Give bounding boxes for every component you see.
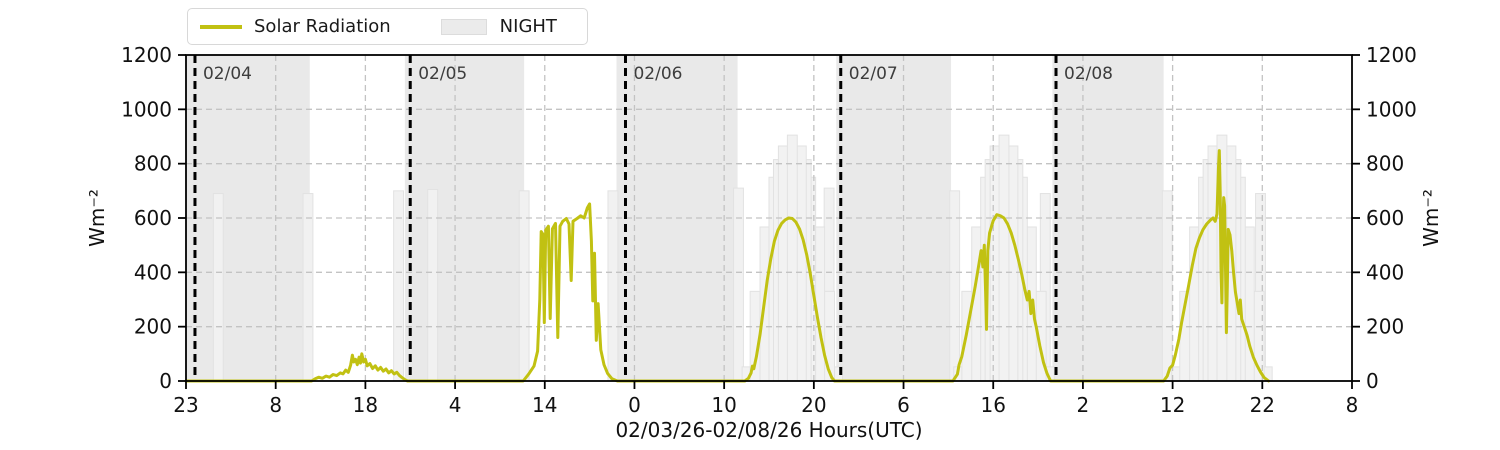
y-tick-label-left: 200 <box>134 315 172 339</box>
x-tick-label: 6 <box>897 393 910 417</box>
clear-sky-marker-bar <box>393 190 405 382</box>
x-tick-label: 2 <box>1077 393 1090 417</box>
legend: Solar Radiation NIGHT <box>187 8 588 45</box>
clear-sky-marker-bar <box>607 190 619 382</box>
y-axis-label-left: Wm⁻² <box>85 189 109 247</box>
x-tick-label: 8 <box>1346 393 1359 417</box>
x-tick-label: 12 <box>1160 393 1185 417</box>
y-tick-label-right: 400 <box>1366 260 1404 284</box>
clear-sky-marker-bar <box>733 187 744 382</box>
day-boundary-label: 02/06 <box>633 64 682 84</box>
day-boundary-label: 02/05 <box>418 64 467 84</box>
y-tick-label-right: 200 <box>1366 315 1404 339</box>
y-tick-label-right: 1000 <box>1366 97 1417 121</box>
x-tick-label: 4 <box>449 393 462 417</box>
y-tick-label-left: 600 <box>134 206 172 230</box>
clear-sky-marker-bar <box>302 193 314 382</box>
solar-radiation-line <box>184 149 1271 383</box>
clear-sky-marker-bar <box>1161 190 1173 382</box>
day-boundary-label: 02/08 <box>1064 64 1113 84</box>
x-axis-label: 02/03/26-02/08/26 Hours(UTC) <box>615 418 923 442</box>
night-band <box>404 55 525 381</box>
y-tick-label-left: 1000 <box>121 97 172 121</box>
clear-sky-marker-bar <box>518 190 530 382</box>
clear-sky-steps <box>786 134 798 382</box>
y-tick-label-left: 0 <box>159 369 172 393</box>
y-tick-label-right: 1200 <box>1366 43 1417 67</box>
x-tick-label: 23 <box>173 393 198 417</box>
day-boundary-label: 02/04 <box>203 64 252 84</box>
x-tick-label: 10 <box>711 393 736 417</box>
x-tick-label: 16 <box>981 393 1006 417</box>
y-tick-label-right: 0 <box>1366 369 1379 393</box>
x-tick-label: 18 <box>353 393 378 417</box>
y-tick-label-right: 800 <box>1366 152 1404 176</box>
y-axis-label-right: Wm⁻² <box>1419 189 1443 247</box>
clear-sky-marker-bar <box>949 190 961 382</box>
y-tick-label-right: 600 <box>1366 206 1404 230</box>
x-tick-label: 14 <box>532 393 557 417</box>
clear-sky-steps <box>998 134 1010 382</box>
night-band <box>836 55 952 381</box>
x-tick-label: 22 <box>1250 393 1275 417</box>
legend-label-solar-radiation: Solar Radiation <box>254 16 391 37</box>
clear-sky-marker-bar <box>212 193 224 382</box>
x-tick-label: 0 <box>628 393 641 417</box>
x-tick-label: 8 <box>269 393 282 417</box>
x-tick-label: 20 <box>801 393 826 417</box>
day-boundary-label: 02/07 <box>849 64 898 84</box>
y-tick-label-left: 400 <box>134 260 172 284</box>
y-tick-label-left: 800 <box>134 152 172 176</box>
solar-radiation-line-swatch <box>200 24 242 29</box>
y-tick-label-left: 1200 <box>121 43 172 67</box>
legend-label-night: NIGHT <box>499 16 557 37</box>
night-patch-swatch <box>440 18 487 35</box>
